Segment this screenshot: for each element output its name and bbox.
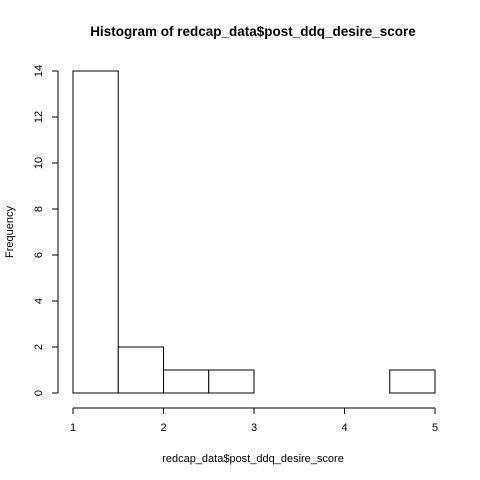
y-tick-label-3: 6 [33, 252, 45, 258]
y-tick-label-6: 12 [33, 111, 45, 123]
y-tick-label-4: 8 [33, 206, 45, 212]
y-tick-label-7: 14 [33, 65, 45, 77]
histogram-bar-2 [163, 369, 210, 394]
x-tick-label-2: 3 [251, 422, 257, 434]
x-tick-label-0: 1 [70, 422, 76, 434]
x-tick-label-1: 2 [160, 422, 166, 434]
histogram-bar-3 [208, 369, 255, 394]
histogram-bar-1 [117, 346, 164, 394]
y-tick-label-1: 2 [33, 344, 45, 350]
x-axis-label: redcap_data$post_ddq_desire_score [162, 453, 344, 465]
y-axis-label: Frequency [4, 206, 16, 258]
y-tick-label-5: 10 [33, 157, 45, 169]
y-tick-label-0: 0 [33, 390, 45, 396]
bars-group [72, 70, 436, 394]
y-axis: 0 2 4 6 8 10 12 14 [33, 65, 59, 396]
chart-title: Histogram of redcap_data$post_ddq_desire… [90, 24, 416, 39]
x-axis: 1 2 3 4 5 [70, 407, 438, 434]
y-tick-label-2: 4 [33, 298, 45, 304]
x-tick-label-3: 4 [341, 422, 347, 434]
x-tick-label-4: 5 [432, 422, 438, 434]
histogram-bar-0 [72, 70, 119, 394]
histogram-bar-7 [389, 369, 436, 394]
